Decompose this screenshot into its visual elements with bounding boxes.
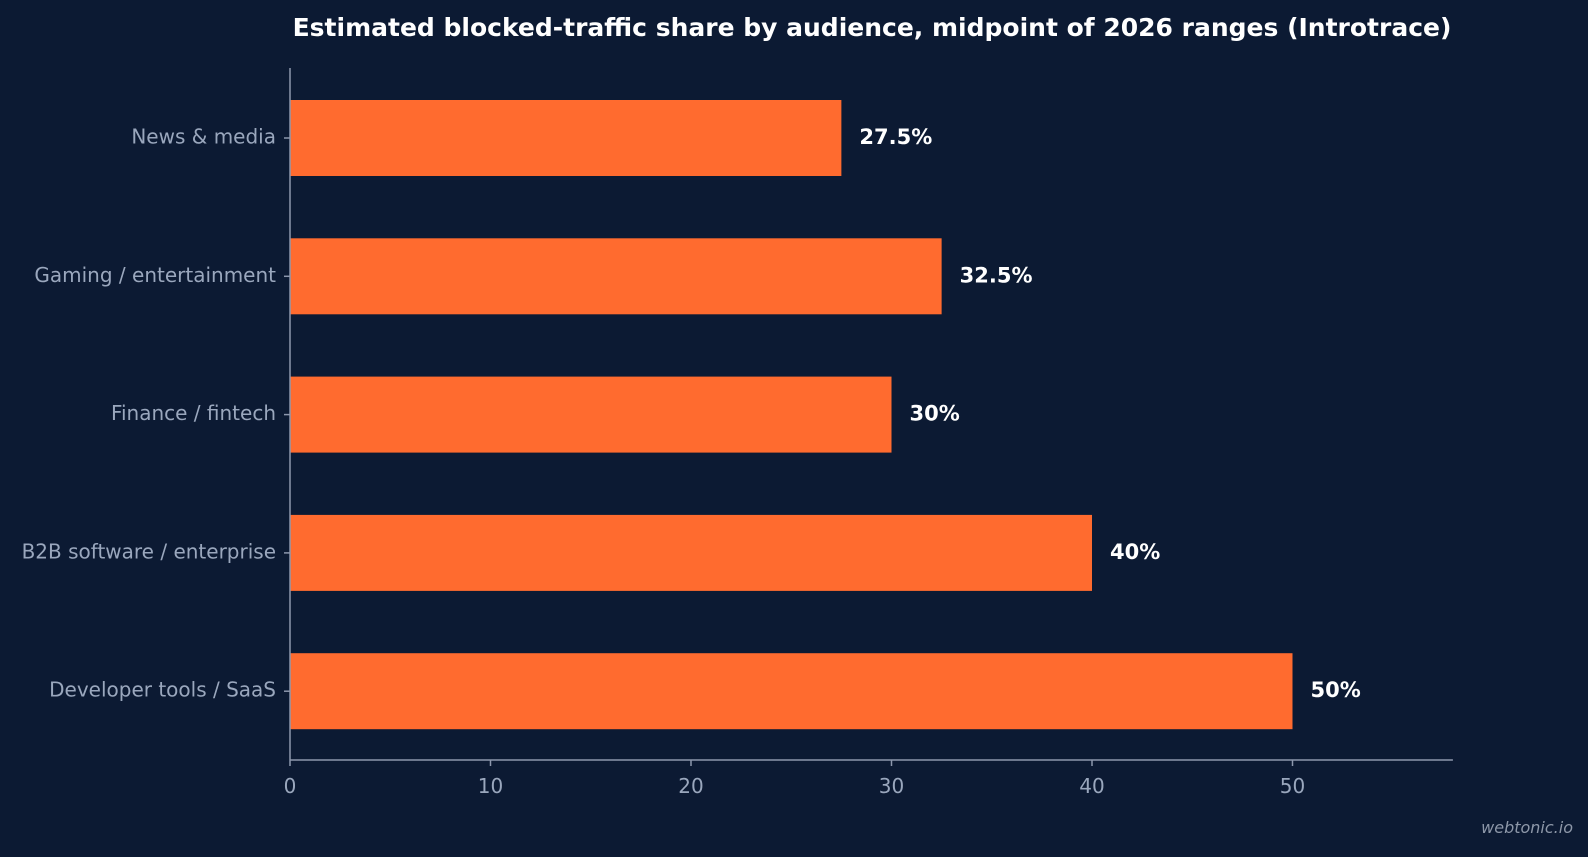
x-tick-label: 0 — [284, 774, 297, 798]
bars-layer: 27.5% 32.5% 30% 40% 50% — [290, 100, 1361, 730]
category-label: Developer tools / SaaS — [49, 678, 276, 702]
category-label: Gaming / entertainment — [34, 263, 276, 287]
axes-layer: News & media Gaming / entertainment Financ… — [22, 68, 1453, 798]
chart-title: Estimated blocked-traffic share by audie… — [293, 13, 1452, 42]
bar — [290, 100, 842, 176]
x-tick-label: 20 — [678, 774, 703, 798]
data-label: 40% — [1110, 540, 1160, 564]
bar — [290, 653, 1293, 730]
x-tick-label: 40 — [1079, 774, 1104, 798]
data-label: 32.5% — [960, 263, 1033, 287]
category-label: B2B software / enterprise — [22, 539, 276, 563]
x-tick-label: 30 — [879, 774, 904, 798]
bar — [290, 238, 942, 315]
bar — [290, 376, 892, 453]
x-tick-label: 50 — [1280, 774, 1305, 798]
watermark-text: webtonic.io — [1481, 818, 1573, 837]
data-label: 50% — [1311, 678, 1361, 702]
category-label: News & media — [131, 125, 276, 149]
x-tick-label: 10 — [478, 774, 503, 798]
data-label: 27.5% — [859, 125, 932, 149]
category-label: Finance / fintech — [111, 401, 276, 425]
bar — [290, 514, 1092, 591]
data-label: 30% — [910, 402, 960, 426]
